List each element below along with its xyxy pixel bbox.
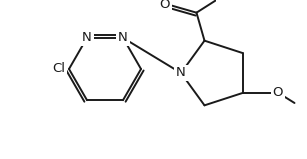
Text: N: N: [82, 31, 92, 44]
Text: N: N: [176, 66, 186, 80]
Text: O: O: [159, 0, 170, 11]
Text: O: O: [273, 86, 283, 100]
Text: OH: OH: [218, 0, 239, 3]
Text: N: N: [118, 31, 128, 44]
Text: Cl: Cl: [52, 62, 65, 76]
